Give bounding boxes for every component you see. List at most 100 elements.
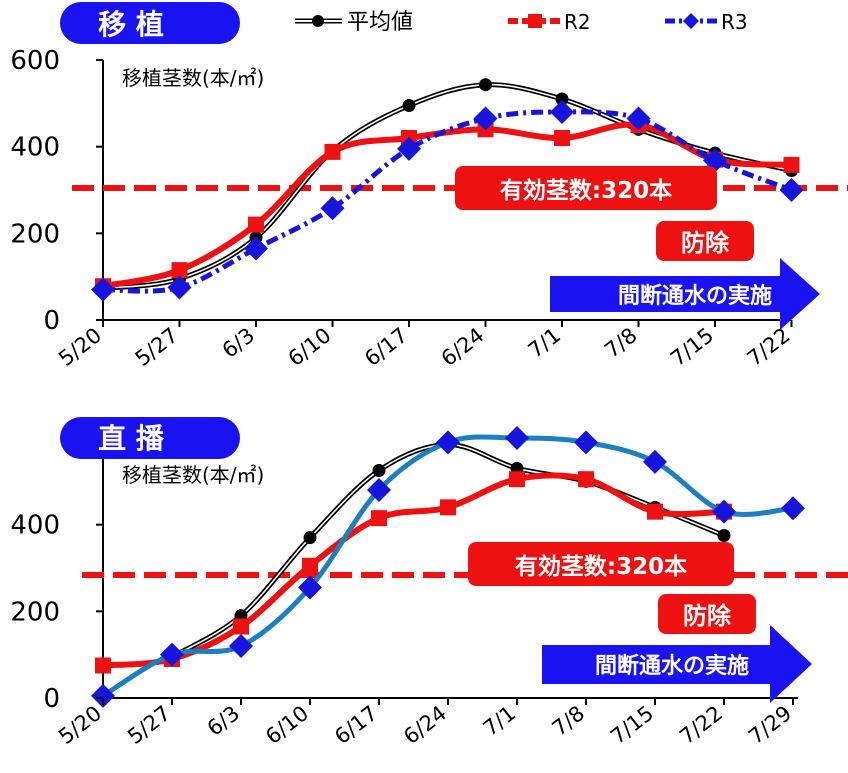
average-point bbox=[372, 464, 386, 477]
x-tick-label: 5/20 bbox=[54, 323, 106, 371]
direct-seeding-series bbox=[91, 426, 805, 708]
r2-point bbox=[302, 557, 318, 574]
control-label-box: 防除 bbox=[658, 594, 756, 634]
legend-marker-average bbox=[312, 15, 324, 27]
arrow-shape bbox=[550, 258, 820, 330]
r3-point bbox=[550, 100, 574, 124]
r3-point bbox=[91, 683, 115, 708]
transplant-series bbox=[91, 78, 804, 302]
control-label: 防除 bbox=[683, 602, 732, 630]
transplant-chart: 0 200 400 600 5/20 5/27 6/3 6/10 6/17 6/24 7/1 7/8 7… bbox=[10, 2, 848, 371]
badge-label: 移 植 bbox=[98, 8, 164, 41]
r2-point bbox=[647, 503, 663, 520]
control-label: 防除 bbox=[681, 229, 730, 257]
r3-point bbox=[643, 449, 667, 474]
r3-point bbox=[397, 136, 421, 161]
r3-point bbox=[781, 496, 805, 521]
x-tick-label: 6/10 bbox=[261, 701, 313, 749]
arrow-shape bbox=[542, 625, 812, 703]
direct-seeding-badge: 直 播 bbox=[60, 417, 240, 459]
y-tick-label: 0 bbox=[43, 306, 60, 336]
x-tick-label: 5/27 bbox=[131, 323, 183, 371]
x-tick-label: 5/27 bbox=[123, 701, 175, 749]
y-axis-label: 移植茎数(本/㎡) bbox=[122, 66, 264, 90]
r2-point bbox=[554, 130, 570, 146]
badge-label: 直 播 bbox=[98, 422, 165, 455]
r3-point bbox=[160, 642, 184, 667]
r3-point bbox=[574, 430, 598, 455]
intermittent-irrigation-arrow: 間断通水の実施 bbox=[542, 625, 812, 703]
legend-item-average: 平均値 bbox=[295, 10, 413, 35]
legend-item-r2: R2 bbox=[508, 10, 591, 34]
r3-point bbox=[712, 499, 736, 524]
x-tick-label: 7/1 bbox=[524, 323, 565, 363]
r2-point bbox=[440, 499, 456, 516]
r2-point bbox=[248, 216, 264, 233]
r3-point bbox=[436, 430, 460, 455]
control-label-box: 防除 bbox=[656, 221, 754, 261]
x-tick-label: 7/8 bbox=[548, 701, 589, 741]
x-tick-label: 7/15 bbox=[606, 701, 658, 749]
legend-label-r2: R2 bbox=[564, 10, 591, 34]
r3-point bbox=[473, 106, 498, 131]
threshold-label-box: 有効茎数:320本 bbox=[468, 542, 734, 586]
r3-point bbox=[229, 634, 253, 658]
legend-marker-r3 bbox=[683, 13, 699, 29]
badge-shape bbox=[60, 417, 240, 459]
control-label-bg bbox=[656, 221, 754, 261]
intermittent-irrigation-arrow: 間断通水の実施 bbox=[550, 258, 820, 330]
r2-point bbox=[509, 471, 525, 488]
x-tick-label: 6/24 bbox=[437, 323, 489, 371]
r3-series-line bbox=[102, 109, 793, 294]
x-tick-label: 7/15 bbox=[666, 323, 718, 371]
legend-item-r3: R3 bbox=[665, 10, 748, 34]
y-tick-label: 400 bbox=[10, 511, 60, 541]
r2-point bbox=[95, 657, 111, 674]
threshold-label-bg bbox=[468, 542, 734, 586]
r2-point bbox=[324, 143, 341, 160]
x-tick-label: 7/8 bbox=[600, 323, 641, 363]
r2-point bbox=[578, 471, 594, 488]
r2-point bbox=[783, 156, 800, 173]
average-point bbox=[402, 99, 416, 112]
legend-marker-r2 bbox=[528, 14, 542, 28]
r3-point bbox=[779, 178, 804, 202]
x-tick-label: 5/20 bbox=[54, 701, 106, 749]
x-tick-label: 6/17 bbox=[330, 701, 382, 749]
badge-shape bbox=[60, 2, 240, 44]
arrow-label: 間断通水の実施 bbox=[618, 283, 772, 309]
r3-point bbox=[91, 277, 115, 302]
x-tick-label: 7/29 bbox=[744, 701, 796, 749]
x-tick-label: 7/1 bbox=[479, 701, 520, 741]
y-tick-label: 400 bbox=[10, 133, 60, 163]
legend: 平均値 R2 R3 bbox=[295, 10, 748, 35]
x-tick-label: 7/22 bbox=[675, 701, 727, 749]
average-point bbox=[717, 529, 731, 542]
y-axis-label: 移植茎数(本/㎡) bbox=[122, 463, 264, 487]
threshold-label: 有効茎数:320本 bbox=[500, 177, 672, 204]
threshold-label: 有効茎数:320本 bbox=[515, 553, 687, 580]
x-tick-label: 6/3 bbox=[203, 701, 244, 741]
threshold-label-box: 有効茎数:320本 bbox=[455, 166, 717, 210]
y-tick-label: 0 bbox=[43, 684, 60, 714]
r3-point bbox=[298, 575, 322, 600]
r3-point bbox=[626, 106, 651, 131]
r2-point bbox=[233, 618, 249, 635]
x-tick-label: 6/17 bbox=[360, 323, 412, 371]
average-point bbox=[479, 78, 492, 92]
legend-label-average: 平均値 bbox=[347, 10, 413, 35]
r2-point bbox=[171, 262, 188, 279]
average-point bbox=[555, 92, 569, 106]
arrow-label: 間断通水の実施 bbox=[595, 653, 749, 679]
threshold-label-bg bbox=[455, 166, 717, 210]
legend-label-r3: R3 bbox=[721, 10, 748, 34]
y-tick-label: 200 bbox=[10, 597, 60, 627]
r3-point bbox=[320, 196, 345, 221]
x-tick-label: 6/3 bbox=[218, 323, 259, 363]
control-label-bg bbox=[658, 594, 756, 634]
r3-point bbox=[367, 478, 391, 502]
average-point bbox=[303, 531, 317, 545]
r3-point bbox=[167, 275, 192, 300]
r2-series-line bbox=[102, 472, 725, 669]
